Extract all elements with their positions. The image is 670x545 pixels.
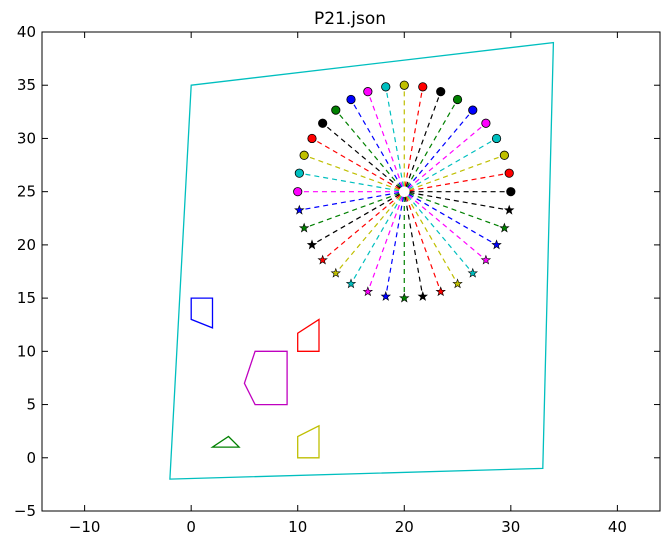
- ray-end-circle-16: [307, 133, 317, 144]
- ray-end-star-27: [380, 291, 391, 301]
- chart-title: P21.json: [314, 9, 386, 29]
- ray-end-circle-2: [504, 168, 514, 178]
- ray-8: [405, 91, 442, 187]
- ray-end-star-33: [480, 254, 492, 265]
- y-tick-label: 10: [17, 342, 36, 360]
- ray-22: [311, 193, 400, 246]
- ray-end-circle-15: [318, 118, 328, 128]
- ray-end-circle-9: [418, 82, 428, 92]
- ray-5: [407, 122, 487, 189]
- ray-end-circle-10: [399, 80, 409, 90]
- ray-32: [407, 195, 474, 274]
- x-tick-label: 0: [186, 518, 196, 536]
- ray-36: [409, 191, 510, 211]
- ray-end-star-26: [362, 286, 374, 297]
- ray-end-star-29: [417, 291, 428, 301]
- y-tick-label: 20: [17, 236, 36, 254]
- y-tick-label: −5: [14, 502, 36, 520]
- ray-29: [404, 196, 424, 297]
- ray-end-circle-19: [293, 187, 303, 197]
- y-tick-label: 40: [17, 23, 36, 41]
- ray-30: [405, 196, 442, 292]
- y-tick-label: 5: [26, 396, 36, 414]
- ray-14: [335, 109, 402, 188]
- boundary-polygon: [169, 41, 555, 480]
- ray-7: [406, 99, 459, 188]
- ray-15: [322, 122, 401, 189]
- y-tick-label: 15: [17, 289, 36, 307]
- ray-12: [367, 91, 404, 187]
- x-tick-label: 40: [608, 518, 627, 536]
- plot-area: [169, 41, 555, 480]
- ray-end-star-28: [399, 292, 410, 303]
- obstacle-polygon-5: [297, 424, 320, 459]
- ray-18: [299, 172, 400, 192]
- ray-end-circle-14: [331, 105, 341, 115]
- ray-end-circle-4: [491, 133, 502, 144]
- ray-35: [409, 192, 505, 229]
- ray-end-star-25: [345, 278, 357, 289]
- y-tick-label: 30: [17, 129, 36, 147]
- ray-13: [350, 99, 403, 188]
- ray-end-circle-13: [346, 94, 356, 105]
- x-tick-label: 20: [395, 518, 414, 536]
- ray-23: [322, 194, 401, 261]
- ray-31: [406, 195, 459, 285]
- ray-3: [409, 154, 505, 191]
- ray-4: [408, 137, 497, 190]
- axes-frame: [41, 31, 661, 512]
- ray-26: [367, 196, 404, 292]
- y-tick-label: 35: [17, 76, 36, 94]
- y-tick-label: 25: [17, 183, 36, 201]
- ray-34: [408, 193, 497, 246]
- ray-end-star-22: [306, 239, 318, 250]
- x-tick-label: 30: [501, 518, 520, 536]
- ray-end-star-30: [435, 286, 446, 297]
- ray-20: [299, 191, 400, 211]
- ray-2: [409, 172, 510, 192]
- ray-end-circle-6: [468, 105, 478, 115]
- x-tick-label: −10: [69, 518, 101, 536]
- ray-end-circle-1: [506, 187, 516, 197]
- ray-end-circle-7: [452, 94, 463, 105]
- ray-end-star-34: [491, 239, 502, 250]
- ray-end-circle-17: [299, 150, 309, 160]
- ray-25: [350, 195, 403, 285]
- ray-end-circle-11: [381, 82, 391, 92]
- obstacle-polygon-4: [210, 435, 241, 448]
- ray-33: [407, 194, 487, 261]
- ray-end-circle-12: [363, 87, 373, 97]
- ray-end-star-23: [317, 254, 328, 265]
- ray-end-star-21: [298, 222, 310, 233]
- ray-end-circle-5: [481, 118, 491, 128]
- obstacle-polygon-1: [190, 297, 214, 329]
- ray-24: [335, 195, 402, 274]
- ray-end-star-36: [503, 204, 515, 215]
- ray-end-star-35: [499, 222, 510, 233]
- y-tick-label: 0: [26, 449, 36, 467]
- ray-end-circle-18: [294, 168, 304, 178]
- x-tick-label: 10: [288, 518, 307, 536]
- ray-6: [407, 109, 474, 188]
- ray-16: [311, 137, 400, 190]
- ray-end-star-20: [294, 204, 305, 215]
- ray-11: [385, 86, 404, 187]
- ray-9: [404, 86, 424, 187]
- ray-27: [385, 196, 404, 297]
- ray-end-star-32: [467, 267, 478, 278]
- obstacle-polygon-2: [297, 318, 320, 352]
- ray-end-circle-8: [436, 87, 446, 97]
- ray-end-star-24: [330, 267, 341, 278]
- ray-17: [303, 154, 400, 191]
- axes: −10 0 10 20 30 40 −5 0 5 10 15 20 25 30 35 40: [14, 23, 661, 536]
- ray-end-star-31: [452, 278, 463, 289]
- obstacle-polygon-3: [243, 350, 288, 406]
- ray-21: [303, 192, 400, 229]
- ray-end-circle-3: [499, 150, 510, 160]
